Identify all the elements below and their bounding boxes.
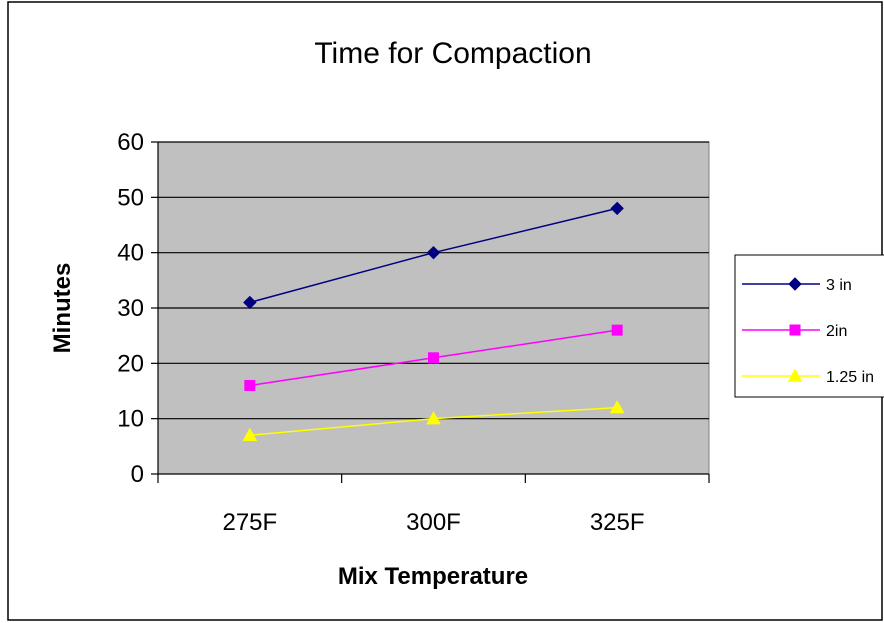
legend-label-2: 1.25 in — [826, 369, 874, 386]
y-tick-label-20: 20 — [117, 350, 144, 377]
axes: 0 10 20 30 40 50 60 275F 300F 325F — [117, 129, 710, 536]
legend-marker-2 — [787, 368, 803, 382]
series-0-point-275F — [243, 295, 257, 310]
y-tick-label-30: 30 — [117, 295, 144, 322]
series-2-point-275F — [242, 427, 258, 441]
y-tick-label-10: 10 — [117, 406, 144, 433]
x-axis-label: Mix Temperature — [338, 563, 528, 590]
x-tick-label-300F: 300F — [406, 509, 461, 536]
series-0-point-300F — [426, 245, 441, 260]
x-tick-label-275F: 275F — [222, 509, 277, 536]
series-lines — [242, 201, 625, 441]
legend-label-0: 3 in — [826, 277, 852, 294]
legend-marker-1 — [789, 324, 801, 336]
legend-box — [734, 254, 884, 398]
legend-label-1: 2in — [826, 323, 847, 340]
y-tick-label-60: 60 — [117, 129, 144, 156]
series-1-point-275F — [244, 379, 256, 391]
y-tick-label-50: 50 — [117, 184, 144, 211]
y-tick-label-40: 40 — [117, 240, 144, 267]
chart-title: Time for Compaction — [314, 37, 591, 70]
y-axis-label: Minutes — [49, 263, 76, 354]
series-0-point-325F — [610, 201, 624, 216]
series-1-point-300F — [428, 352, 439, 364]
y-tick-label-0: 0 — [131, 461, 144, 488]
legend-marker-0 — [788, 277, 802, 291]
series-1-point-325F — [611, 324, 623, 336]
series-2-point-300F — [426, 411, 441, 425]
gridlines — [158, 141, 709, 420]
x-tick-label-325F: 325F — [590, 509, 645, 536]
legend: 3 in 2in 1.25 in — [734, 254, 884, 398]
series-2-point-325F — [609, 400, 625, 414]
